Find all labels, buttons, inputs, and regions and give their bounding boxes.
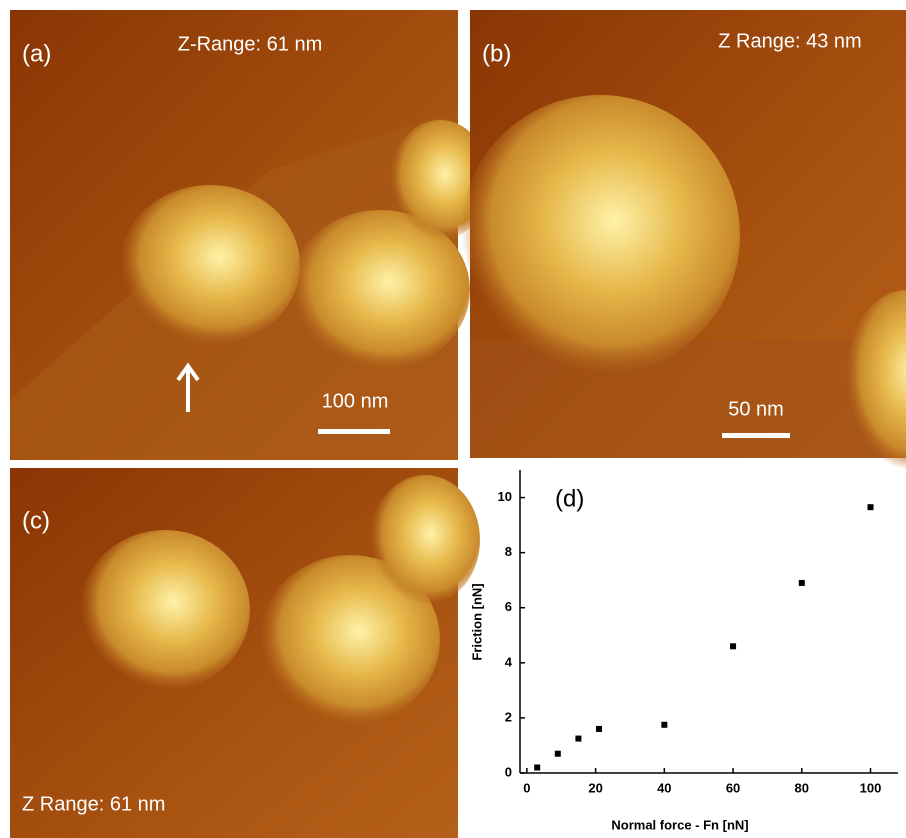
y-tick-label: 8 (505, 544, 512, 559)
point (534, 764, 540, 770)
particle (120, 185, 300, 345)
panel-d: (d) Normal force - Fn [nN] Friction [nN]… (469, 470, 898, 832)
particle (370, 475, 480, 605)
panel-label: (a) (22, 40, 51, 67)
y-tick-label: 6 (505, 599, 512, 614)
point (868, 504, 874, 510)
x-tick-label: 80 (795, 780, 809, 795)
point (575, 736, 581, 742)
scale-bar (318, 429, 390, 434)
point (799, 580, 805, 586)
x-tick-label: 40 (657, 780, 671, 795)
panel-b: (b) Z Range: 43 nm 50 nm (460, 10, 906, 470)
panel-label: (c) (22, 507, 50, 534)
y-tick-label: 0 (505, 764, 512, 779)
scale-bar (722, 433, 790, 438)
point (596, 726, 602, 732)
figure: (a) Z-Range: 61 nm 100 nm (b) Z Range: 4… (0, 0, 906, 838)
z-range: Z Range: 61 nm (22, 793, 165, 815)
panel-label: (b) (482, 40, 511, 67)
z-range: Z Range: 43 nm (718, 30, 861, 52)
point (730, 643, 736, 649)
y-tick-label: 10 (498, 489, 512, 504)
x-tick-label: 100 (860, 780, 882, 795)
y-tick-label: 2 (505, 709, 512, 724)
scale-label: 50 nm (728, 398, 784, 420)
z-range: Z-Range: 61 nm (178, 33, 323, 55)
particle (460, 95, 740, 375)
point (555, 751, 561, 757)
particle (80, 530, 250, 690)
y-axis-label: Friction [nN] (469, 583, 484, 660)
x-axis-label: Normal force - Fn [nN] (611, 817, 748, 832)
x-tick-label: 0 (523, 780, 530, 795)
panel-c: (c) Z Range: 61 nm (10, 468, 480, 838)
y-tick-label: 4 (505, 654, 513, 669)
panel-label: (d) (555, 485, 584, 512)
point (661, 722, 667, 728)
x-tick-label: 20 (588, 780, 602, 795)
x-tick-label: 60 (726, 780, 740, 795)
scale-label: 100 nm (322, 390, 389, 412)
panel-a: (a) Z-Range: 61 nm 100 nm (10, 10, 490, 460)
